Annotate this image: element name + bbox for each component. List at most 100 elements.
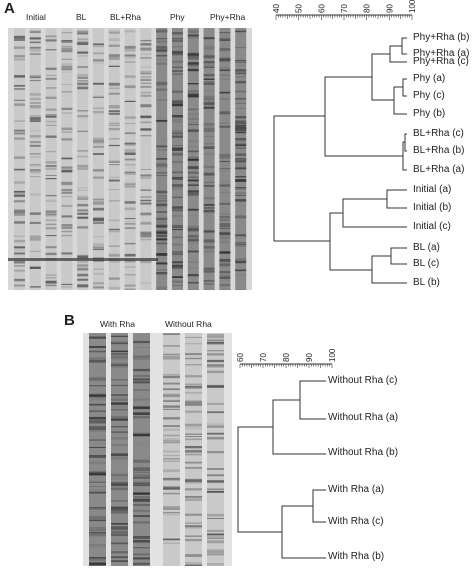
gel-band	[172, 251, 183, 254]
gel-band	[77, 267, 89, 271]
gel-band	[45, 151, 57, 153]
gel-band	[219, 262, 231, 265]
gel-band	[108, 229, 120, 233]
gel-band	[185, 498, 202, 501]
gel-band	[89, 360, 106, 363]
gel-band	[14, 192, 25, 194]
gel-band	[235, 90, 247, 93]
gel-band	[29, 156, 41, 158]
gel-band	[235, 242, 247, 244]
gel-band	[45, 77, 57, 80]
gel-band	[111, 477, 128, 480]
gel-band	[156, 205, 168, 207]
gel-band	[45, 214, 57, 216]
gel-band	[203, 98, 215, 100]
gel-band	[185, 383, 202, 385]
gel-band	[61, 234, 73, 237]
gel-band	[77, 226, 89, 229]
gel-band	[203, 280, 215, 282]
gel-band	[207, 360, 224, 363]
gel-band	[187, 34, 199, 38]
gel-band	[172, 90, 183, 92]
gel-band	[45, 178, 57, 180]
gel-band	[133, 536, 150, 540]
gel-band	[140, 39, 152, 42]
gel-band	[140, 82, 152, 85]
gel-band	[93, 107, 104, 110]
gel-band	[203, 146, 215, 149]
gel-band	[111, 560, 128, 562]
gel-band	[14, 132, 25, 134]
gel-band	[163, 388, 180, 391]
gel-band	[185, 564, 202, 565]
gel-band	[111, 453, 128, 457]
gel-band	[187, 90, 199, 93]
gel-lane	[108, 28, 120, 290]
gel-band	[45, 175, 57, 176]
dendrogram-a	[273, 37, 407, 284]
gel-band	[172, 209, 183, 212]
gel-band	[235, 53, 247, 56]
gel-band	[235, 176, 247, 178]
gel-band	[207, 563, 224, 566]
gel-band	[187, 121, 199, 123]
gel-band	[203, 172, 215, 176]
gel-band	[172, 280, 183, 283]
leaf-a-6: Phy (b)	[413, 108, 446, 119]
gel-band	[187, 190, 199, 193]
lane-label-with-rha: With Rha	[100, 319, 135, 329]
gel-band	[61, 49, 73, 53]
leaf-b-4: With Rha (a)	[328, 484, 385, 495]
gel-band	[163, 399, 180, 401]
gel-band	[111, 406, 128, 409]
gel-band	[185, 375, 202, 378]
gel-band	[111, 542, 128, 545]
gel-band	[172, 207, 183, 210]
gel-band	[111, 334, 128, 337]
gel-band	[187, 267, 199, 269]
gel-band	[187, 54, 199, 57]
gel-band	[111, 350, 128, 353]
gel-band	[14, 38, 25, 41]
gel-band	[108, 110, 120, 112]
gel-band	[172, 229, 183, 231]
gel-band	[172, 112, 183, 115]
gel-band	[207, 436, 224, 440]
gel-band	[219, 126, 231, 128]
gel-band	[172, 61, 183, 64]
gel-band	[89, 481, 106, 483]
gel-band	[93, 248, 104, 251]
gel-band	[93, 272, 104, 275]
gel-band	[133, 355, 150, 358]
gel-band	[219, 236, 231, 239]
gel-band	[61, 138, 73, 140]
gel-band	[172, 177, 183, 180]
gel-band	[124, 46, 136, 49]
gel-band	[61, 166, 73, 169]
gel-band	[187, 171, 199, 174]
gel-band	[124, 158, 136, 161]
gel-band	[14, 260, 25, 264]
gel-band	[235, 61, 247, 63]
gel-band	[219, 276, 231, 279]
gel-band	[140, 121, 152, 124]
gel-band	[133, 380, 150, 383]
gel-band	[133, 389, 150, 391]
gel-band	[124, 30, 136, 33]
gel-band	[156, 195, 168, 197]
gel-band	[89, 515, 106, 519]
gel-band	[140, 66, 152, 69]
gel-band	[172, 226, 183, 229]
gel-band	[172, 256, 183, 259]
gel-band	[14, 103, 25, 106]
gel-band	[187, 111, 199, 114]
gel-lane	[77, 28, 89, 290]
gel-band	[108, 38, 120, 42]
gel-band	[45, 67, 57, 70]
gel-band	[207, 517, 224, 519]
gel-band	[89, 558, 106, 562]
gel-band	[133, 433, 150, 437]
gel-band	[45, 35, 57, 38]
gel-band	[219, 68, 231, 69]
gel-band	[163, 485, 180, 488]
